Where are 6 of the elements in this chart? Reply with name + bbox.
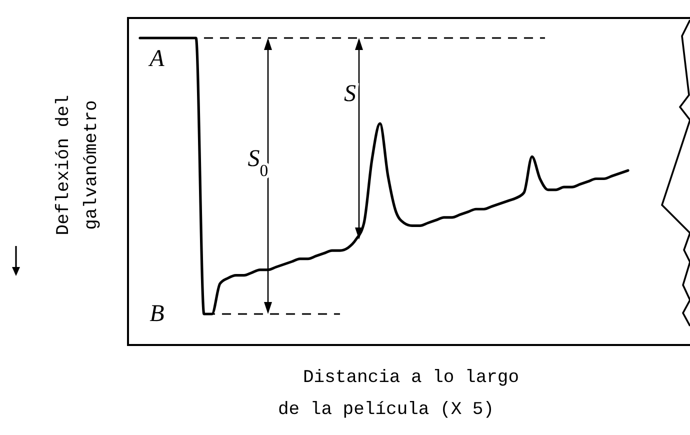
annotation: B <box>150 301 165 327</box>
annotation: S$_{0}$ <box>248 146 268 180</box>
annotation: A <box>148 46 165 72</box>
y-axis-title: Deflexión del galvanómetro <box>54 94 102 236</box>
x-axis-title: Distancia a lo largo de la película (X 5) <box>278 368 520 420</box>
annotation: S <box>344 81 356 107</box>
